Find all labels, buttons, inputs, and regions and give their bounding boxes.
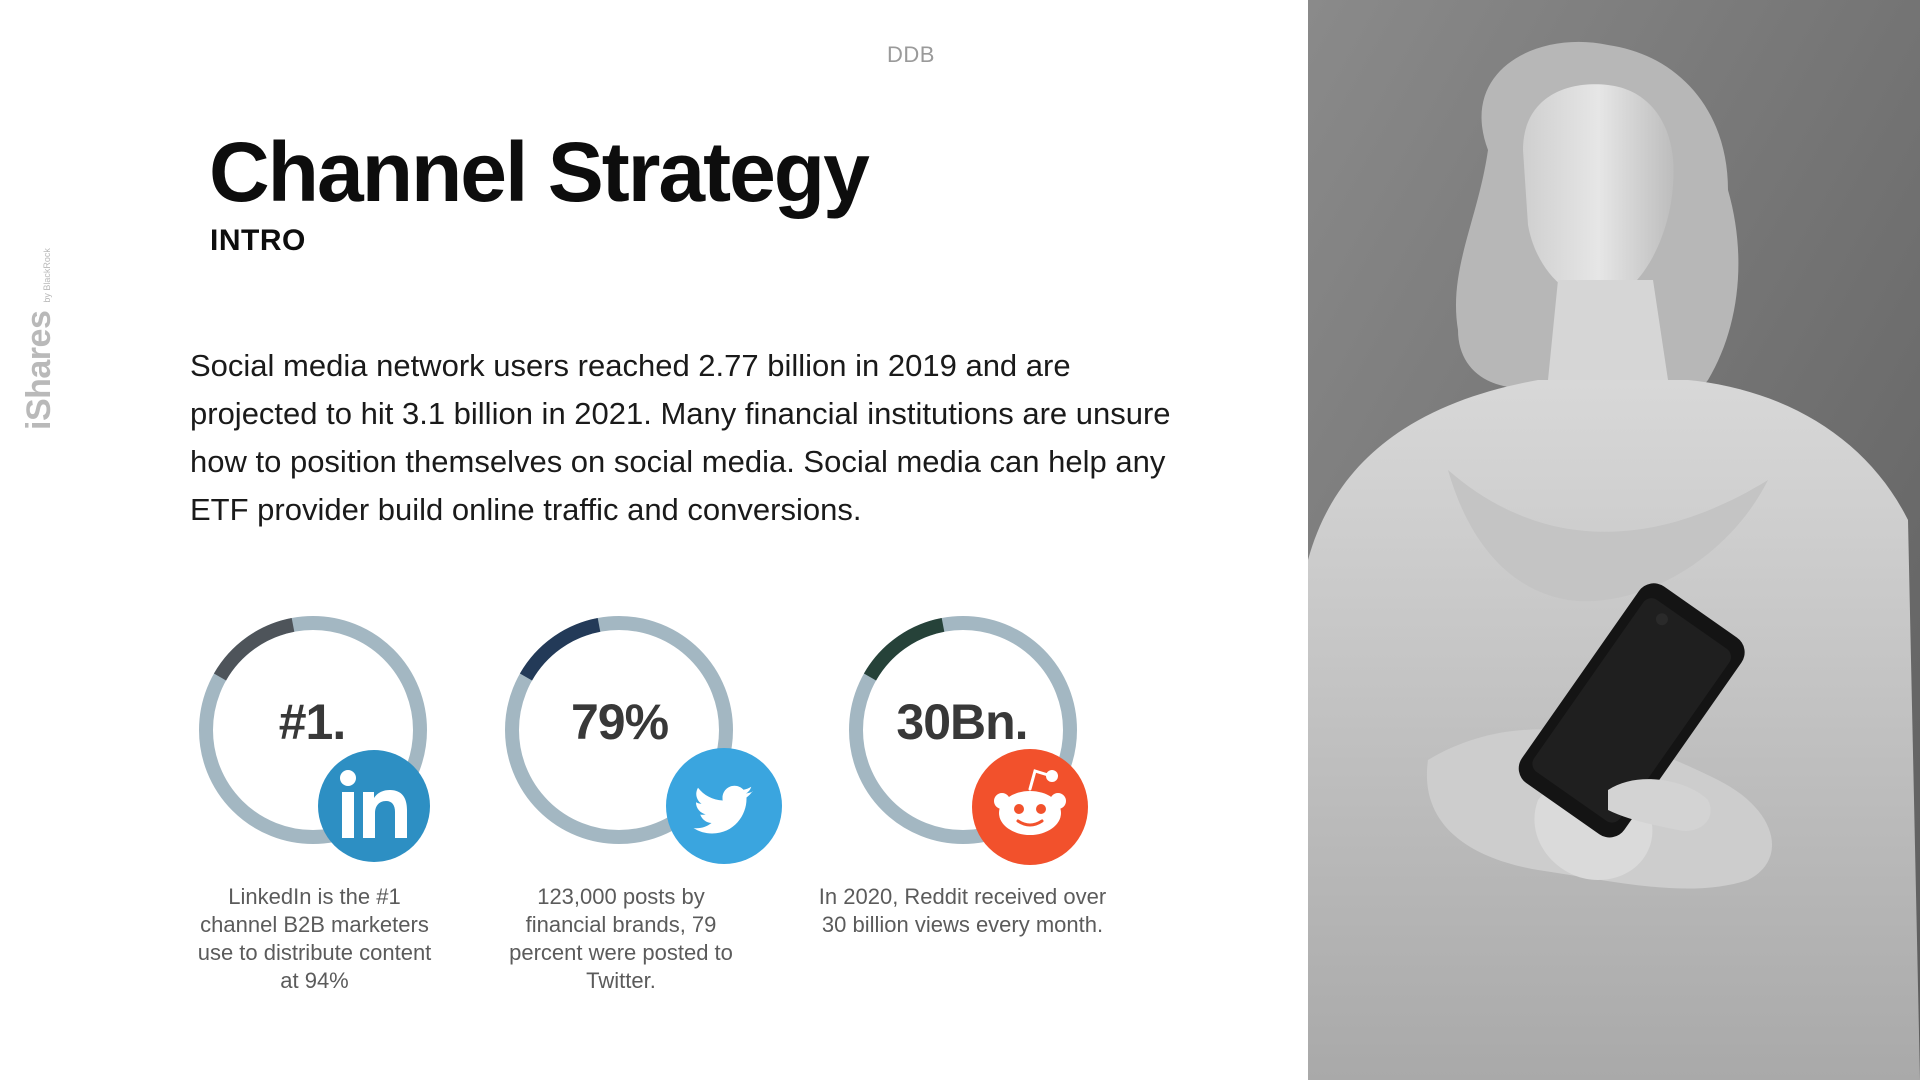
stat-linkedin: #1. LinkedIn is the #1 channel B2B marke… (192, 615, 452, 1005)
stat-reddit: 30Bn. In 2020, Reddit received over 30 b… (815, 615, 1115, 1005)
twitter-icon (666, 748, 782, 864)
ring-accent (519, 618, 601, 681)
brand-name: iShares (20, 310, 58, 430)
ring-track (849, 616, 1077, 844)
stat-ring-reddit (849, 616, 1077, 844)
intro-paragraph: Social media network users reached 2.77 … (190, 348, 1171, 527)
ring-track (505, 616, 733, 844)
stat-value: 30Bn. (896, 694, 1028, 750)
statue-photo (1308, 0, 1920, 1080)
reddit-icon (972, 749, 1088, 865)
linkedin-icon (318, 750, 430, 862)
ring-accent (213, 618, 295, 681)
page-title: Channel Strategy (209, 125, 870, 219)
stat-value: #1. (278, 694, 347, 750)
stat-twitter: 79% 123,000 posts by financial brands, 7… (497, 615, 797, 1005)
stat-caption: In 2020, Reddit received over 30 billion… (818, 884, 1107, 937)
stat-caption: 123,000 posts by financial brands, 79 pe… (509, 884, 733, 993)
agency-label: DDB (887, 42, 935, 67)
brand-sub: by BlackRock (42, 248, 52, 303)
stat-value: 79% (570, 694, 669, 750)
ring-track (199, 616, 427, 844)
stat-ring-linkedin (199, 616, 427, 844)
stat-caption: LinkedIn is the #1 channel B2B marketers… (197, 884, 432, 993)
stat-ring-twitter (505, 616, 733, 844)
page-subtitle: INTRO (210, 224, 306, 257)
ring-accent (863, 618, 945, 681)
brand-logo: iShares by BlackRock (20, 230, 80, 430)
